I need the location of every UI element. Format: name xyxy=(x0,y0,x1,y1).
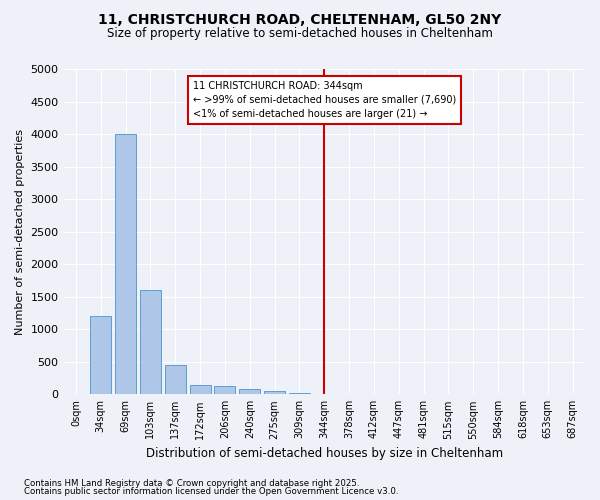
X-axis label: Distribution of semi-detached houses by size in Cheltenham: Distribution of semi-detached houses by … xyxy=(146,447,503,460)
Bar xyxy=(90,316,112,394)
Text: Contains public sector information licensed under the Open Government Licence v3: Contains public sector information licen… xyxy=(24,487,398,496)
Bar xyxy=(115,134,136,394)
Text: Contains HM Land Registry data © Crown copyright and database right 2025.: Contains HM Land Registry data © Crown c… xyxy=(24,478,359,488)
Bar xyxy=(165,365,186,394)
Y-axis label: Number of semi-detached properties: Number of semi-detached properties xyxy=(15,128,25,334)
Bar xyxy=(239,390,260,394)
Text: 11 CHRISTCHURCH ROAD: 344sqm
← >99% of semi-detached houses are smaller (7,690)
: 11 CHRISTCHURCH ROAD: 344sqm ← >99% of s… xyxy=(193,80,456,118)
Text: Size of property relative to semi-detached houses in Cheltenham: Size of property relative to semi-detach… xyxy=(107,28,493,40)
Text: 11, CHRISTCHURCH ROAD, CHELTENHAM, GL50 2NY: 11, CHRISTCHURCH ROAD, CHELTENHAM, GL50 … xyxy=(98,12,502,26)
Bar xyxy=(264,391,285,394)
Bar xyxy=(214,386,235,394)
Bar xyxy=(190,384,211,394)
Bar xyxy=(140,290,161,395)
Bar xyxy=(289,392,310,394)
